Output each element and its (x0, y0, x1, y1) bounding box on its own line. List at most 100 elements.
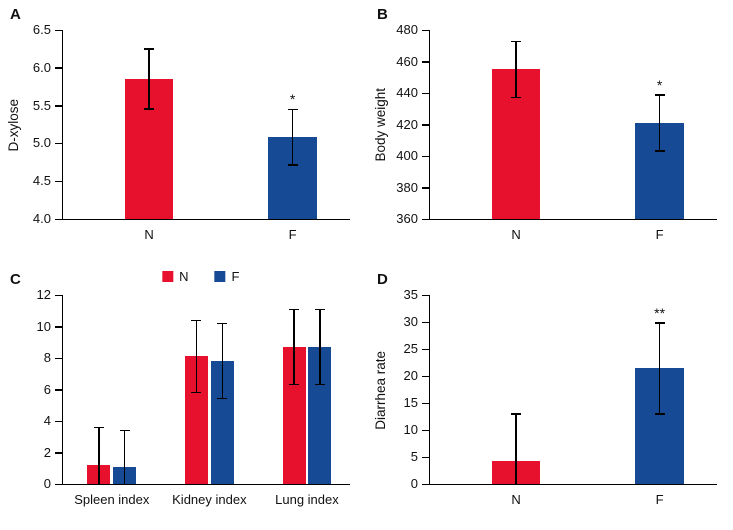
error-bar (98, 427, 100, 484)
y-tick-label: 15 (403, 395, 418, 410)
y-tick-label: 460 (396, 53, 418, 69)
y-tick-mark (55, 105, 62, 107)
y-tick-label: 420 (396, 116, 418, 132)
bar-n (282, 346, 306, 484)
y-tick-label: 6.0 (32, 59, 51, 75)
y-tick-mark (422, 429, 429, 432)
error-bar (658, 322, 661, 415)
legend-swatch (214, 271, 226, 282)
error-bar-cap (654, 94, 665, 96)
y-tick-mark (55, 67, 62, 69)
error-bar-cap (314, 383, 325, 386)
error-bar-cap (287, 108, 298, 111)
y-tick-label: 8 (43, 350, 51, 366)
error-bar-cap (654, 413, 665, 415)
error-bar-cap (217, 397, 228, 400)
error-bar (291, 109, 294, 166)
x-category-label: Kidney index (172, 492, 247, 507)
error-bar-cap (119, 429, 130, 432)
x-category-label: N (511, 492, 521, 507)
y-tick-label: 4 (43, 413, 51, 429)
y-tick-mark (55, 218, 62, 220)
plot-area: 360 380 400 420 440 460 480 N F * (396, 22, 717, 242)
y-tick-mark (55, 389, 62, 391)
plot-area: 0 5 10 15 20 25 30 35 N F ** (404, 287, 717, 507)
error-bar-cap (314, 308, 325, 311)
y-tick-mark (55, 452, 62, 454)
y-tick-mark (422, 402, 429, 404)
significance-marker: ** (654, 304, 666, 321)
y-tick-label: 5 (410, 449, 418, 465)
y-tick-mark (422, 155, 429, 158)
y-tick-label: 35 (403, 287, 418, 302)
panel-c: C 0 2 4 6 8 10 12 Spleen index Kidney index Lung … (0, 265, 366, 530)
significance-marker: * (289, 91, 296, 108)
error-bar (221, 323, 224, 399)
panel-label: A (10, 6, 21, 23)
plot-area: 0 2 4 6 8 10 12 Spleen index Kidney index Lung in… (37, 269, 350, 507)
y-tick-label: 6.5 (32, 22, 51, 37)
y-tick-label: 0 (43, 476, 51, 491)
bar-n (184, 356, 208, 484)
error-bar-cap (144, 108, 155, 110)
y-tick-mark (422, 348, 429, 350)
y-tick-label: 4.0 (32, 211, 51, 226)
legend-label: N (179, 269, 189, 284)
y-tick-label: 10 (403, 422, 418, 438)
panel-label: B (377, 6, 388, 23)
plot-area: 4.0 4.5 5.0 5.5 6.0 6.5 N F * (33, 22, 350, 242)
y-tick-mark (422, 187, 429, 189)
error-bar (123, 430, 126, 484)
y-tick-label: 360 (396, 211, 418, 226)
y-tick-label: 12 (36, 287, 51, 302)
y-tick-mark (422, 321, 429, 323)
panel-label: C (10, 271, 21, 288)
y-tick-mark (55, 142, 62, 145)
y-tick-label: 400 (396, 148, 418, 164)
y-tick-mark (55, 294, 62, 296)
y-tick-mark (55, 180, 62, 183)
y-tick-label: 0 (410, 476, 418, 491)
error-bar-cap (654, 322, 665, 324)
y-tick-label: 30 (403, 314, 418, 329)
y-tick-mark (422, 483, 429, 485)
y-axis-title-text: Diarrhea rate (372, 350, 388, 430)
panel-d: D Diarrhea rate 0 5 10 15 20 25 30 35 N F ** (367, 265, 733, 530)
y-tick-mark (55, 420, 62, 423)
error-bar-cap (511, 40, 522, 43)
x-category-label: N (144, 227, 154, 242)
y-tick-label: 380 (396, 179, 418, 195)
x-category-label: N (511, 227, 521, 242)
error-bar-cap (217, 322, 228, 325)
x-category-label: Spleen index (74, 492, 150, 507)
legend-item: F (214, 269, 239, 284)
y-tick-label: 10 (36, 318, 51, 334)
bar-f (210, 361, 234, 484)
y-axis-title: D-xylose (2, 30, 24, 220)
error-bar (293, 309, 295, 385)
y-tick-mark (422, 375, 429, 378)
y-tick-mark (422, 124, 429, 126)
legend-item: N (162, 269, 188, 284)
panel-label: D (377, 271, 388, 288)
panel-b: B Body weight 360 380 400 420 440 460 480 N F * (367, 0, 733, 265)
error-bar (319, 309, 321, 385)
error-bar (515, 413, 517, 484)
significance-marker: * (656, 76, 663, 93)
y-tick-label: 480 (396, 22, 418, 37)
y-tick-label: 20 (403, 368, 418, 384)
error-bar-cap (289, 308, 300, 311)
y-tick-mark (55, 357, 62, 360)
error-bar-cap (93, 426, 104, 429)
y-tick-mark (55, 326, 62, 328)
y-tick-label: 2 (43, 444, 51, 460)
y-tick-label: 6 (43, 381, 51, 397)
error-bar-cap (191, 319, 202, 322)
error-bar-cap (144, 48, 155, 50)
legend-label: F (231, 269, 240, 284)
y-tick-label: 5.5 (32, 97, 51, 113)
x-category-label: F (655, 492, 664, 507)
y-tick-label: 4.5 (32, 173, 51, 189)
